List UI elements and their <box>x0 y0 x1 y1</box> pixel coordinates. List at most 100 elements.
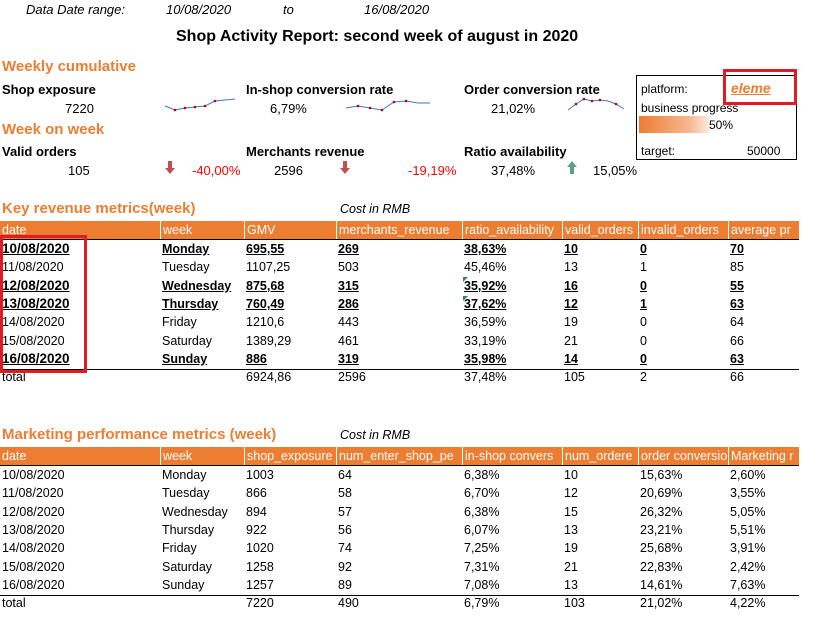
revenue-cell[interactable]: 10/08/2020 <box>2 241 70 256</box>
revenue-column-header[interactable]: invalid_orders <box>638 221 728 240</box>
marketing-cell[interactable]: 1020 <box>246 541 274 556</box>
revenue-cell[interactable]: 45,46% <box>464 260 507 275</box>
revenue-cell[interactable]: 36,59% <box>464 315 507 330</box>
marketing-cell[interactable]: 15/08/2020 <box>2 559 65 574</box>
marketing-cell[interactable]: 1003 <box>246 468 274 482</box>
marketing-cell[interactable]: 7,63% <box>730 577 766 592</box>
revenue-cell[interactable]: 1 <box>640 260 647 275</box>
revenue-cell[interactable]: 13/08/2020 <box>2 295 70 311</box>
marketing-cell[interactable]: Wednesday <box>162 504 228 519</box>
revenue-cell[interactable]: Thursday <box>162 296 219 311</box>
revenue-column-header[interactable]: GMV <box>244 221 336 240</box>
marketing-cell[interactable]: 1258 <box>246 559 274 574</box>
revenue-cell[interactable]: total <box>2 370 26 385</box>
revenue-cell[interactable]: 19 <box>564 315 578 330</box>
marketing-cell[interactable]: 10/08/2020 <box>2 468 65 482</box>
marketing-column-header[interactable]: date <box>2 449 27 463</box>
revenue-cell[interactable]: 12/08/2020 <box>2 277 70 293</box>
revenue-cell[interactable]: 0 <box>640 242 647 256</box>
marketing-cell[interactable]: 64 <box>338 468 352 482</box>
marketing-cell[interactable]: 490 <box>338 596 359 611</box>
revenue-cell[interactable]: 63 <box>730 351 744 366</box>
revenue-column-header[interactable]: date <box>2 223 27 237</box>
revenue-cell[interactable]: 14 <box>564 351 578 366</box>
revenue-cell[interactable]: 1107,25 <box>246 260 291 275</box>
marketing-cell[interactable]: 922 <box>246 522 267 537</box>
marketing-cell[interactable]: 10 <box>564 468 578 482</box>
marketing-cell[interactable]: Friday <box>162 541 197 556</box>
marketing-cell[interactable]: 866 <box>246 486 267 501</box>
marketing-column-header[interactable]: num_ordere <box>562 447 638 466</box>
marketing-cell[interactable]: 3,55% <box>730 486 766 501</box>
revenue-cell[interactable]: 15/08/2020 <box>2 333 65 348</box>
marketing-cell[interactable]: 21 <box>564 559 578 574</box>
revenue-cell[interactable]: Wednesday <box>162 278 232 293</box>
marketing-cell[interactable]: 3,91% <box>730 541 766 556</box>
marketing-cell[interactable]: Saturday <box>162 559 213 574</box>
revenue-cell[interactable]: 21 <box>564 333 578 348</box>
marketing-cell[interactable]: 103 <box>564 596 585 611</box>
marketing-column-header[interactable]: Marketing r <box>728 447 799 466</box>
marketing-cell[interactable]: 12 <box>564 486 578 501</box>
revenue-cell[interactable]: 0 <box>640 315 647 330</box>
marketing-cell[interactable]: 13 <box>564 577 578 592</box>
revenue-cell[interactable]: 105 <box>564 370 585 385</box>
marketing-cell[interactable]: Monday <box>162 468 207 482</box>
marketing-cell[interactable]: 6,38% <box>464 468 500 482</box>
revenue-cell[interactable]: 35,98% <box>464 351 507 366</box>
revenue-cell[interactable]: 70 <box>730 242 744 256</box>
marketing-cell[interactable]: 7220 <box>246 596 274 611</box>
marketing-cell[interactable]: 21,02% <box>640 596 683 611</box>
marketing-cell[interactable]: 58 <box>338 486 352 501</box>
revenue-cell[interactable]: 503 <box>338 260 359 275</box>
marketing-cell[interactable]: 1257 <box>246 577 274 592</box>
revenue-cell[interactable]: 695,55 <box>246 242 285 256</box>
marketing-cell[interactable]: 14,61% <box>640 577 683 592</box>
marketing-cell[interactable]: 2,42% <box>730 559 766 574</box>
revenue-cell[interactable]: 16/08/2020 <box>2 350 70 366</box>
revenue-cell[interactable]: 886 <box>246 351 267 366</box>
marketing-cell[interactable]: 20,69% <box>640 486 683 501</box>
marketing-cell[interactable]: 7,25% <box>464 541 500 556</box>
revenue-cell[interactable]: 1210,6 <box>246 315 285 330</box>
revenue-cell[interactable]: 10 <box>564 242 578 256</box>
revenue-cell[interactable]: 6924,86 <box>246 370 292 385</box>
platform-select[interactable]: eleme <box>731 80 771 96</box>
revenue-cell[interactable]: 66 <box>730 370 744 385</box>
marketing-cell[interactable] <box>160 594 244 612</box>
revenue-cell[interactable]: 33,19% <box>464 333 507 348</box>
revenue-column-header[interactable]: average pr <box>728 221 799 240</box>
marketing-cell[interactable]: 74 <box>338 541 352 556</box>
revenue-cell[interactable] <box>160 368 244 386</box>
marketing-cell[interactable]: 14/08/2020 <box>2 541 65 556</box>
marketing-cell[interactable]: 5,51% <box>730 522 766 537</box>
marketing-cell[interactable]: 57 <box>338 504 352 519</box>
revenue-cell[interactable]: 2596 <box>338 370 366 385</box>
revenue-cell[interactable]: 2 <box>640 370 647 385</box>
revenue-cell[interactable]: 16 <box>564 278 578 293</box>
marketing-cell[interactable]: 13 <box>564 522 578 537</box>
revenue-cell[interactable]: Monday <box>162 242 210 256</box>
revenue-cell[interactable]: Sunday <box>162 351 208 366</box>
revenue-cell[interactable]: 66 <box>730 333 744 348</box>
revenue-cell[interactable]: 315 <box>338 278 359 293</box>
revenue-cell[interactable]: 14/08/2020 <box>2 315 65 330</box>
revenue-cell[interactable]: 55 <box>730 278 744 293</box>
revenue-column-header[interactable]: ratio_availability <box>462 221 562 240</box>
revenue-cell[interactable]: 85 <box>730 260 744 275</box>
revenue-cell[interactable]: 1389,29 <box>246 333 292 348</box>
revenue-cell[interactable]: 12 <box>564 296 578 311</box>
marketing-cell[interactable]: 12/08/2020 <box>2 504 65 519</box>
revenue-cell[interactable]: 13 <box>564 260 578 275</box>
marketing-cell[interactable]: 6,79% <box>464 596 500 611</box>
marketing-cell[interactable]: 22,83% <box>640 559 683 574</box>
marketing-cell[interactable]: 7,08% <box>464 577 500 592</box>
marketing-column-header[interactable]: week <box>160 447 244 466</box>
marketing-cell[interactable]: 16/08/2020 <box>2 577 65 592</box>
revenue-cell[interactable]: 443 <box>338 315 359 330</box>
revenue-cell[interactable]: 0 <box>640 351 647 366</box>
revenue-cell[interactable]: Saturday <box>162 333 213 348</box>
marketing-cell[interactable]: Tuesday <box>162 486 210 501</box>
marketing-cell[interactable]: 7,31% <box>464 559 500 574</box>
revenue-cell[interactable]: 875,68 <box>246 278 285 293</box>
